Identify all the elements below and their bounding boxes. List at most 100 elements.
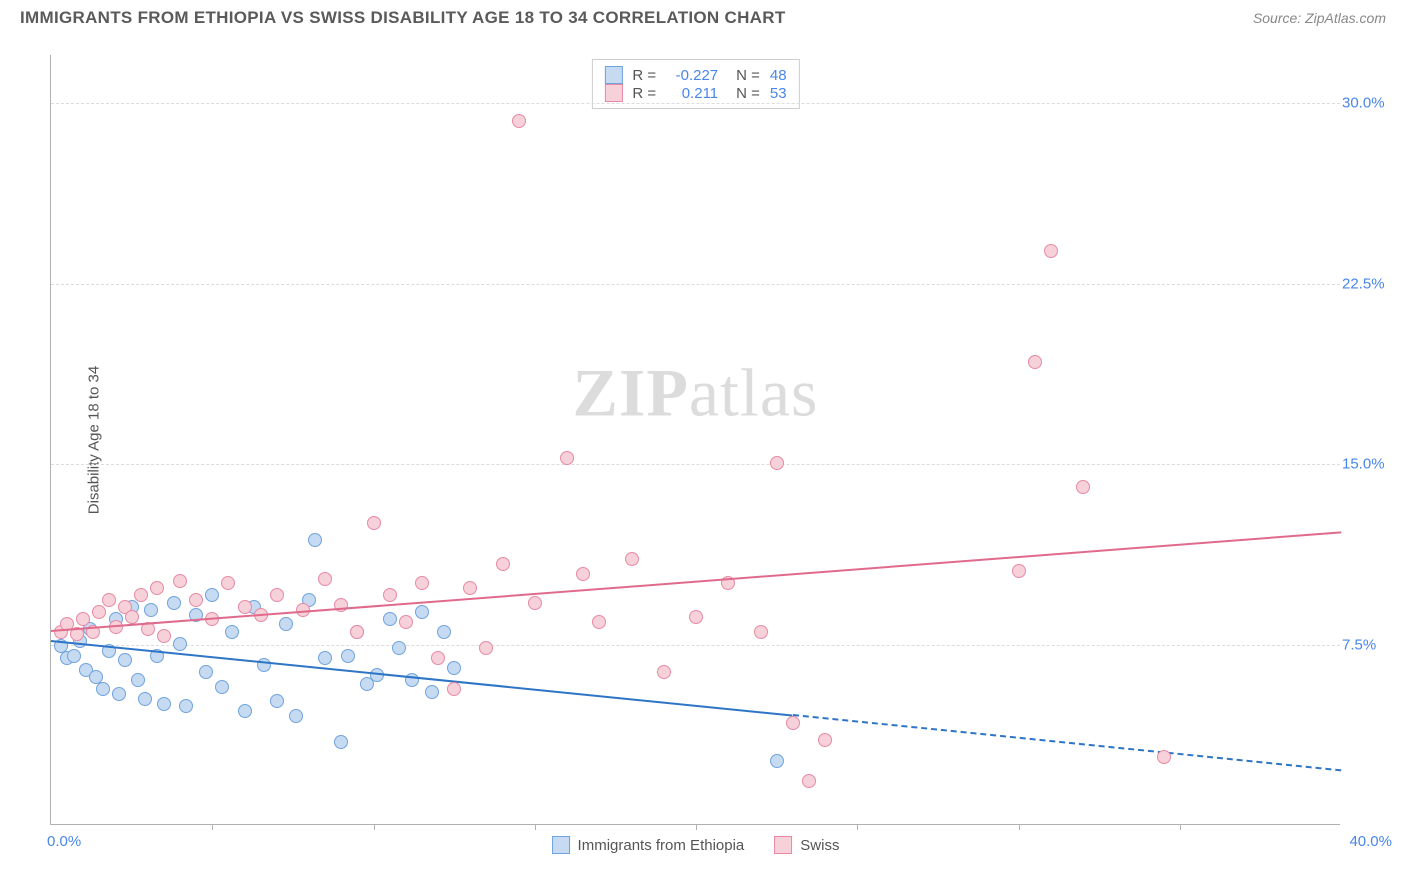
data-point	[308, 533, 322, 547]
data-point	[1157, 750, 1171, 764]
data-point	[289, 709, 303, 723]
data-point	[173, 574, 187, 588]
data-point	[447, 661, 461, 675]
r-value: 0.211	[666, 85, 718, 102]
x-axis-end-label: 40.0%	[1349, 833, 1392, 850]
legend-row: R =-0.227N =48	[604, 66, 786, 84]
data-point	[1012, 564, 1026, 578]
data-point	[383, 588, 397, 602]
legend-label: Immigrants from Ethiopia	[578, 837, 745, 854]
gridline-h	[51, 284, 1340, 285]
data-point	[770, 456, 784, 470]
legend-swatch	[604, 66, 622, 84]
data-point	[205, 588, 219, 602]
x-tick	[857, 824, 858, 830]
data-point	[479, 641, 493, 655]
legend-item: Immigrants from Ethiopia	[552, 836, 745, 854]
data-point	[657, 665, 671, 679]
gridline-h	[51, 103, 1340, 104]
n-label: N =	[736, 85, 760, 102]
data-point	[199, 665, 213, 679]
data-point	[157, 629, 171, 643]
series-legend: Immigrants from Ethiopia Swiss	[552, 836, 840, 854]
data-point	[592, 615, 606, 629]
data-point	[425, 685, 439, 699]
source-link[interactable]: ZipAtlas.com	[1305, 10, 1386, 26]
legend-swatch	[774, 836, 792, 854]
y-tick-label: 15.0%	[1342, 456, 1392, 473]
data-point	[1044, 244, 1058, 258]
data-point	[802, 774, 816, 788]
data-point	[150, 581, 164, 595]
x-tick	[374, 824, 375, 830]
data-point	[112, 687, 126, 701]
trend-line	[793, 714, 1341, 771]
source-attribution: Source: ZipAtlas.com	[1253, 10, 1386, 26]
data-point	[405, 673, 419, 687]
data-point	[270, 588, 284, 602]
legend-item: Swiss	[774, 836, 839, 854]
data-point	[279, 617, 293, 631]
data-point	[138, 692, 152, 706]
chart-container: Disability Age 18 to 34 ZIPatlas R =-0.2…	[50, 55, 1390, 825]
data-point	[221, 576, 235, 590]
x-tick	[1019, 824, 1020, 830]
x-tick	[696, 824, 697, 830]
data-point	[118, 653, 132, 667]
n-value: 53	[770, 85, 787, 102]
data-point	[225, 625, 239, 639]
data-point	[167, 596, 181, 610]
data-point	[1028, 355, 1042, 369]
data-point	[399, 615, 413, 629]
n-label: N =	[736, 67, 760, 84]
r-label: R =	[632, 67, 656, 84]
data-point	[528, 596, 542, 610]
x-axis-origin-label: 0.0%	[47, 833, 81, 850]
chart-header: IMMIGRANTS FROM ETHIOPIA VS SWISS DISABI…	[0, 0, 1406, 32]
gridline-h	[51, 464, 1340, 465]
data-point	[350, 625, 364, 639]
data-point	[318, 572, 332, 586]
data-point	[383, 612, 397, 626]
data-point	[96, 682, 110, 696]
legend-swatch	[552, 836, 570, 854]
data-point	[334, 735, 348, 749]
plot-area: ZIPatlas R =-0.227N =48R =0.211N =53 0.0…	[50, 55, 1340, 825]
data-point	[437, 625, 451, 639]
x-tick	[1180, 824, 1181, 830]
data-point	[144, 603, 158, 617]
data-point	[496, 557, 510, 571]
data-point	[689, 610, 703, 624]
data-point	[770, 754, 784, 768]
data-point	[215, 680, 229, 694]
legend-row: R =0.211N =53	[604, 84, 786, 102]
chart-title: IMMIGRANTS FROM ETHIOPIA VS SWISS DISABI…	[20, 8, 786, 28]
data-point	[1076, 480, 1090, 494]
data-point	[173, 637, 187, 651]
data-point	[125, 610, 139, 624]
data-point	[341, 649, 355, 663]
data-point	[786, 716, 800, 730]
data-point	[92, 605, 106, 619]
watermark-light: atlas	[689, 355, 819, 431]
data-point	[818, 733, 832, 747]
data-point	[415, 576, 429, 590]
source-prefix: Source:	[1253, 10, 1305, 26]
y-tick-label: 30.0%	[1342, 95, 1392, 112]
data-point	[754, 625, 768, 639]
data-point	[576, 567, 590, 581]
data-point	[431, 651, 445, 665]
x-tick	[212, 824, 213, 830]
watermark-bold: ZIP	[573, 355, 689, 431]
correlation-legend: R =-0.227N =48R =0.211N =53	[591, 59, 799, 109]
data-point	[102, 593, 116, 607]
data-point	[238, 600, 252, 614]
data-point	[238, 704, 252, 718]
r-value: -0.227	[666, 67, 718, 84]
data-point	[463, 581, 477, 595]
data-point	[625, 552, 639, 566]
data-point	[447, 682, 461, 696]
data-point	[67, 649, 81, 663]
y-tick-label: 7.5%	[1342, 636, 1392, 653]
data-point	[270, 694, 284, 708]
